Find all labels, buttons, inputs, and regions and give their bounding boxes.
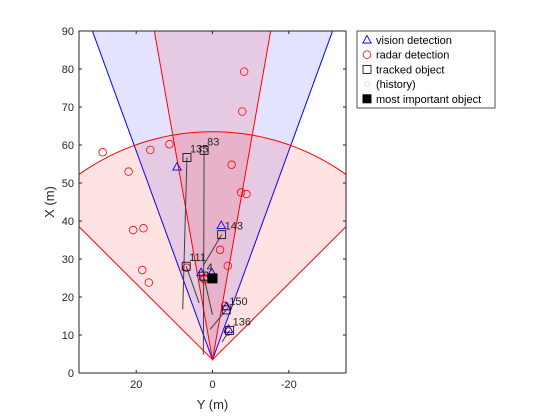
coverage-area-1 [153, 31, 272, 360]
y-tick-label: 60 [62, 140, 74, 152]
legend-box [356, 30, 496, 109]
legend-entry-label: tracked object [376, 64, 444, 76]
coverage-areas [79, 31, 346, 362]
radar-detection-point [236, 188, 246, 197]
y-tick-label: 10 [62, 330, 74, 342]
tracked-object-marker [182, 153, 192, 162]
legend-history-icon [364, 81, 370, 87]
x-tick-label: 20 [130, 379, 142, 391]
legend-entry-label: radar detection [376, 50, 449, 62]
y-tick-label: 90 [62, 26, 74, 38]
track-heading-line [202, 150, 205, 355]
radar-detection-point [223, 261, 232, 271]
y-tick-label: 40 [62, 216, 74, 228]
vision-detection-point [223, 323, 234, 333]
y-tick-label: 0 [68, 368, 74, 380]
track-id-label: 136 [233, 316, 251, 328]
track-heading-line [203, 275, 213, 315]
legend-entry-label: (history) [376, 79, 416, 91]
tracked-object-marker [217, 230, 227, 240]
x-tick-label: 0 [209, 379, 215, 391]
track-heading-line [202, 234, 223, 266]
radar-detection-point [128, 225, 138, 235]
legend-vision-icon [362, 34, 372, 44]
coverage-area-2 [79, 131, 346, 361]
radar-detection-point [227, 160, 236, 169]
legend: vision detection radar detection tracked o… [356, 30, 496, 109]
most-important-object-marker [207, 273, 218, 284]
track-heading-line [185, 266, 200, 304]
tracked-object-marker [181, 261, 191, 271]
radar-detection-point [239, 67, 249, 76]
radar-detection-point [138, 265, 147, 275]
tracked-object-marker [221, 305, 231, 315]
vision-detection-point [216, 220, 227, 230]
radar-detection-point [238, 107, 247, 116]
legend-important-icon [362, 94, 372, 104]
tracked-object-marker [225, 326, 235, 335]
track-id-label: 83 [207, 136, 219, 148]
legend-entry-label: most important object [376, 94, 481, 106]
radar-detection-point [165, 140, 174, 149]
coverage-area-0 [91, 31, 334, 362]
y-tick-label: 30 [62, 254, 74, 266]
radar-detection-point [146, 145, 155, 155]
radar-detection-point [139, 224, 148, 233]
y-tick-label: 20 [62, 292, 74, 304]
tracked-object-markers [181, 145, 235, 335]
track-id-label: 4 [207, 262, 213, 274]
vision-detection-point [172, 161, 182, 171]
y-axis-label: X (m) [42, 186, 57, 218]
axis-ticks: 0 10 20 30 40 50 60 70 80 90 20 0 -20 [62, 26, 346, 391]
x-tick-label: -20 [281, 379, 297, 391]
legend-track-icon [362, 65, 372, 74]
track-id-label: 135 [190, 144, 208, 156]
track-heading-line [209, 309, 227, 330]
radar-detection-point [144, 278, 154, 287]
radar-detection-point [242, 189, 251, 199]
radar-detection-point [124, 167, 133, 176]
track-id-label: 150 [229, 296, 247, 308]
x-axis-label: Y (m) [197, 397, 229, 412]
radar-detection-point [215, 245, 225, 255]
tracked-object-marker [199, 145, 209, 155]
y-tick-label: 80 [62, 64, 74, 76]
plot-area [79, 31, 346, 373]
track-id-label: 143 [225, 221, 243, 233]
track-id-label: 111 [189, 252, 206, 264]
y-tick-label: 50 [62, 178, 74, 190]
radar-detection-point [98, 148, 107, 157]
legend-radar-icon [362, 50, 372, 59]
legend-entry-label: vision detection [376, 35, 452, 47]
y-tick-label: 70 [62, 102, 74, 114]
track-heading-line [182, 157, 188, 310]
track-heading-lines [182, 150, 231, 355]
